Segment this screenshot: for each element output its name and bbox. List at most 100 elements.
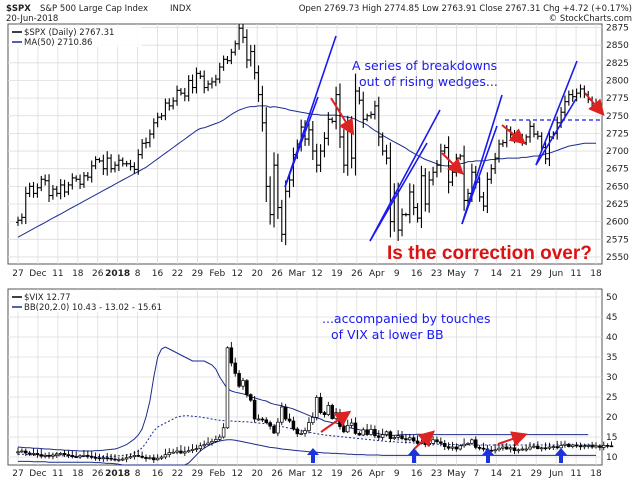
vix-body xyxy=(307,422,311,431)
vix-candle xyxy=(295,426,300,437)
y-tick-label: 2650 xyxy=(606,182,629,192)
spx-bar xyxy=(326,112,331,146)
vix-body xyxy=(411,437,416,442)
vix-candle xyxy=(241,377,245,390)
spx-bar xyxy=(388,142,393,238)
vix-body xyxy=(186,450,191,453)
spx-bar xyxy=(175,85,180,106)
x-tick-label: Apr xyxy=(369,269,385,279)
vix-body xyxy=(473,439,478,448)
wedge-note-line2: out of rising wedges... xyxy=(359,74,498,89)
x-tick-label: 16 xyxy=(152,469,164,479)
x-tick-label: 26 xyxy=(92,269,104,279)
vix-candle xyxy=(563,440,567,448)
vix-candle xyxy=(43,452,47,459)
symbol-label: $SPX xyxy=(6,4,31,14)
spx-bar xyxy=(252,44,257,80)
vix-body xyxy=(47,455,51,457)
vix-candle xyxy=(39,448,44,459)
spx-bar xyxy=(306,123,311,146)
spx-bar xyxy=(287,173,292,198)
spx-bar xyxy=(489,164,494,184)
spx-bar xyxy=(163,98,168,121)
x-tick-label: 11 xyxy=(570,269,581,279)
spx-bar xyxy=(66,181,71,196)
vix-candle xyxy=(477,444,482,451)
spx-bar xyxy=(167,98,172,111)
spx-bar xyxy=(562,95,567,119)
vix-candle xyxy=(590,441,594,449)
x-tick-label: 23 xyxy=(431,469,442,479)
vix-candle xyxy=(237,370,241,389)
spx-bar xyxy=(485,172,490,214)
vix-body xyxy=(582,445,587,448)
red-arrow-6 xyxy=(413,430,435,450)
vix-body xyxy=(454,446,459,450)
spx-bar xyxy=(380,132,385,156)
x-tick-label: 26 xyxy=(271,469,283,479)
spx-bar xyxy=(244,29,249,69)
x-tick-label: Apr xyxy=(369,469,385,479)
vix-body xyxy=(388,431,393,439)
spx-bar xyxy=(570,89,575,102)
spx-bar xyxy=(318,144,323,173)
spx-bar xyxy=(155,112,160,128)
exchange-label: INDX xyxy=(170,4,191,14)
vix-candle xyxy=(508,445,513,453)
vix-body xyxy=(78,455,82,458)
spx-bar xyxy=(70,173,75,190)
vix-body xyxy=(563,443,567,446)
spx-bar xyxy=(423,168,428,212)
vix-candle xyxy=(179,445,183,455)
x-tick-label: 29 xyxy=(192,269,204,279)
y-tick-label: 2850 xyxy=(606,41,629,51)
vix-candle xyxy=(404,433,408,444)
vix-body xyxy=(570,444,575,447)
vix-body xyxy=(260,418,265,421)
spx-bar xyxy=(543,142,548,165)
y-tick-label: 25 xyxy=(606,393,617,403)
vix-body xyxy=(508,447,513,450)
spx-bar xyxy=(384,144,389,165)
y-tick-label: 35 xyxy=(606,353,617,363)
spx-bar xyxy=(50,185,55,200)
spx-bar xyxy=(89,160,94,183)
spx-bar xyxy=(369,111,374,119)
vix-candle xyxy=(136,449,141,458)
spx-bar xyxy=(365,113,370,122)
spx-bar xyxy=(78,174,83,190)
index-name: S&P 500 Large Cap Index xyxy=(40,4,148,14)
vix-body xyxy=(299,433,303,435)
x-tick-label: Jun xyxy=(548,269,563,279)
vix-candle xyxy=(582,443,587,450)
vix-candle xyxy=(299,429,303,436)
vix-body xyxy=(171,451,175,454)
y-tick-label: 2600 xyxy=(606,218,629,228)
vix-body xyxy=(229,347,234,364)
vix-body xyxy=(175,450,179,453)
spx-bar xyxy=(194,67,199,94)
vix-body xyxy=(555,446,559,449)
vix-candle xyxy=(272,424,276,435)
spx-bar xyxy=(16,216,20,226)
vix-grid xyxy=(8,289,602,465)
vix-candle xyxy=(140,451,144,459)
spx-bar xyxy=(229,48,234,65)
vix-body xyxy=(287,418,292,422)
spx-bar xyxy=(147,129,152,148)
spx-bar xyxy=(322,132,327,158)
vix-candle xyxy=(322,411,327,418)
x-tick-label: 11 xyxy=(52,269,63,279)
vix-body xyxy=(539,447,544,450)
vix-candle xyxy=(47,452,51,459)
bb-legend-label: BB(20,2.0) 10.43 - 13.02 - 15.61 xyxy=(24,303,162,313)
vix-body xyxy=(86,455,90,457)
spx-bar xyxy=(578,84,583,98)
vix-body xyxy=(567,443,571,447)
vix-body xyxy=(578,445,583,448)
vix-body xyxy=(124,457,129,460)
vix-body xyxy=(256,418,261,421)
x-tick-label: 26 xyxy=(92,469,104,479)
vix-body xyxy=(598,445,602,448)
spx-bar xyxy=(159,112,164,121)
